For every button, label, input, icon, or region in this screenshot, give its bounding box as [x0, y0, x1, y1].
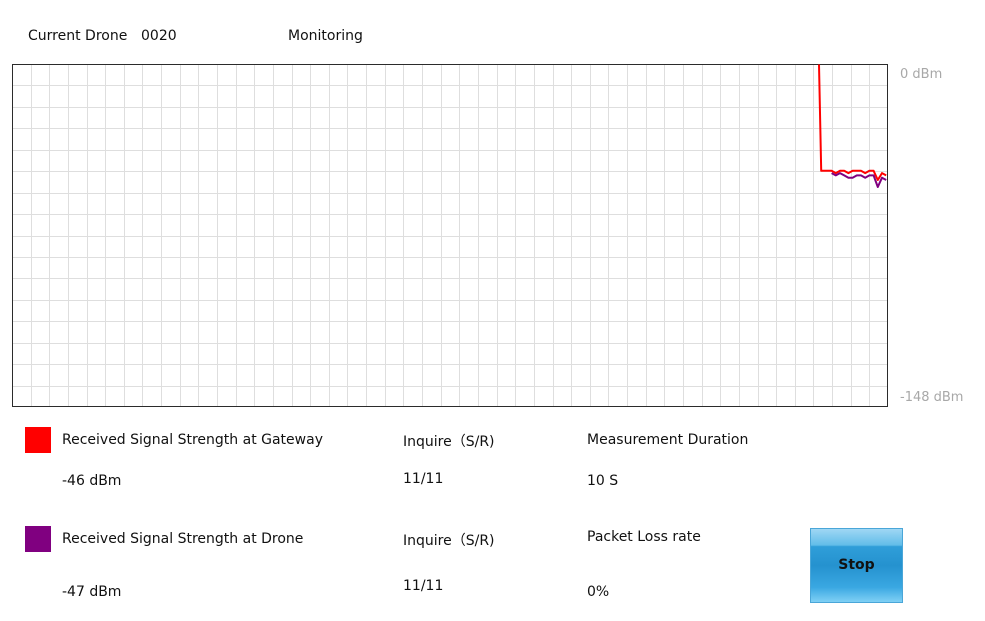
- gateway-color-swatch: [25, 427, 51, 453]
- y-axis-min-label: -148 dBm: [900, 390, 964, 405]
- current-drone-label: Current Drone: [28, 28, 128, 44]
- drone-signal-line: [831, 172, 887, 188]
- signal-strength-chart: [12, 64, 888, 407]
- packet-loss-label: Packet Loss rate: [587, 529, 701, 545]
- chart-grid: [12, 64, 888, 407]
- drone-color-swatch: [25, 526, 51, 552]
- gateway-signal-value: -46 dBm: [62, 473, 122, 489]
- measurement-duration-value: 10 S: [587, 473, 619, 489]
- gateway-inquire-label: Inquire（S/R): [403, 434, 495, 450]
- chart-series-group: [818, 64, 887, 188]
- current-drone-id: 0020: [141, 28, 177, 44]
- gateway-inquire-value: 11/11: [403, 471, 444, 487]
- chart-frame: [12, 64, 888, 407]
- measurement-duration-label: Measurement Duration: [587, 432, 749, 448]
- drone-inquire-label: Inquire（S/R): [403, 533, 495, 549]
- packet-loss-value: 0%: [587, 584, 610, 600]
- gateway-signal-label: Received Signal Strength at Gateway: [62, 432, 323, 448]
- drone-signal-label: Received Signal Strength at Drone: [62, 531, 304, 547]
- drone-signal-value: -47 dBm: [62, 584, 122, 600]
- drone-inquire-value: 11/11: [403, 578, 444, 594]
- monitoring-status: Monitoring: [288, 28, 363, 44]
- y-axis-max-label: 0 dBm: [900, 67, 943, 82]
- stop-button-label: Stop: [838, 556, 875, 573]
- gateway-signal-line: [818, 64, 887, 181]
- stop-button[interactable]: Stop: [810, 528, 903, 603]
